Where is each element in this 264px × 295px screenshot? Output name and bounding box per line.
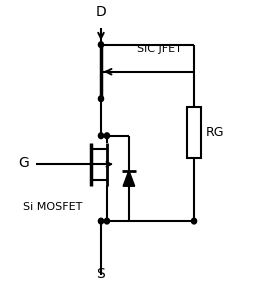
Circle shape bbox=[98, 42, 103, 47]
Text: Si MOSFET: Si MOSFET bbox=[23, 202, 83, 212]
Circle shape bbox=[104, 218, 110, 224]
Circle shape bbox=[98, 96, 103, 101]
Polygon shape bbox=[123, 171, 135, 186]
Text: RG: RG bbox=[206, 126, 224, 139]
Text: G: G bbox=[18, 156, 29, 170]
Circle shape bbox=[98, 218, 103, 224]
Text: S: S bbox=[97, 267, 105, 281]
Circle shape bbox=[98, 133, 103, 139]
Circle shape bbox=[104, 133, 110, 139]
FancyBboxPatch shape bbox=[187, 107, 201, 158]
Text: SiC JFET: SiC JFET bbox=[137, 44, 182, 54]
Text: D: D bbox=[96, 5, 106, 19]
Circle shape bbox=[191, 218, 197, 224]
